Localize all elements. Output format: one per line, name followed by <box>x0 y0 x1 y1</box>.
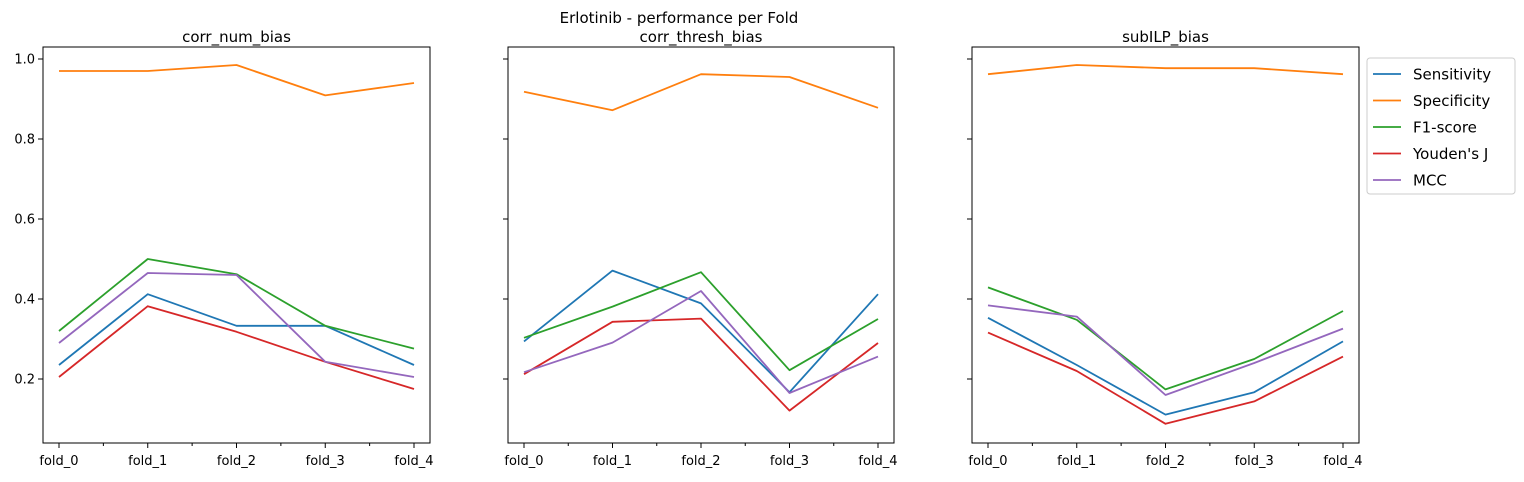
x-tick-label: fold_2 <box>217 454 256 469</box>
x-tick-label: fold_4 <box>394 454 433 469</box>
y-tick-label: 0.4 <box>14 293 35 308</box>
subplot-title: corr_num_bias <box>182 28 291 47</box>
legend-label: Sensitivity <box>1413 66 1491 84</box>
series-line-f1-score <box>987 286 1344 391</box>
series-line-specificity <box>59 64 415 97</box>
legend-entry-f1-score: F1-score <box>1373 119 1477 137</box>
series-line-youden-s-j <box>58 305 415 390</box>
legend-entry-sensitivity: Sensitivity <box>1373 66 1491 84</box>
series-line-sensitivity <box>523 269 879 394</box>
subplot-corr-thresh-bias: corr_thresh_bias fold_0 fold_1 fold_2 fold_3… <box>503 28 898 469</box>
y-tick-label: 0.2 <box>14 373 35 388</box>
x-tick-label: fold_1 <box>593 454 632 469</box>
series-line-sensitivity <box>987 317 1344 416</box>
series-line-mcc <box>987 304 1344 396</box>
legend-label: MCC <box>1413 172 1447 190</box>
series-line-sensitivity <box>58 293 415 366</box>
series-line-mcc <box>58 272 415 378</box>
subplot-corr-num-bias: corr_num_bias fold_0 fold_1 fold_2 fold_3 fol… <box>14 28 433 469</box>
legend-entry-youden-s-j: Youden's J <box>1373 145 1488 163</box>
x-tick-label: fold_4 <box>858 454 897 469</box>
axes-frame <box>507 46 895 444</box>
x-tick-label: fold_0 <box>968 454 1007 469</box>
x-tick-label: fold_3 <box>1235 454 1274 469</box>
legend-box <box>1366 57 1516 195</box>
legend-label: Youden's J <box>1412 145 1488 163</box>
axes-frame <box>971 46 1360 444</box>
axes-frame <box>42 46 431 444</box>
series-line-mcc <box>523 290 879 394</box>
legend-label: Specificity <box>1413 92 1490 110</box>
legend-label: F1-score <box>1413 119 1477 137</box>
y-tick-label: 0.8 <box>14 133 35 148</box>
y-tick-label: 0.6 <box>14 213 35 228</box>
series-line-specificity <box>523 73 879 112</box>
series-line-youden-s-j <box>987 331 1344 425</box>
x-tick-label: fold_1 <box>128 454 167 469</box>
x-tick-label: fold_1 <box>1057 454 1096 469</box>
subplot-title: corr_thresh_bias <box>640 28 763 47</box>
figure-suptitle: Erlotinib - performance per Fold <box>560 9 799 27</box>
legend: Sensitivity Specificity F1-score Youden's J… <box>1366 57 1516 195</box>
legend-entry-specificity: Specificity <box>1373 92 1490 110</box>
legend-entry-mcc: MCC <box>1373 172 1447 190</box>
x-tick-label: fold_3 <box>770 454 809 469</box>
x-tick-label: fold_0 <box>504 454 543 469</box>
series-line-f1-score <box>523 271 879 372</box>
subplot-panels: corr_num_bias fold_0 fold_1 fold_2 fold_3 fol… <box>14 28 1362 469</box>
series-line-youden-s-j <box>523 317 879 412</box>
x-tick-label: fold_2 <box>681 454 720 469</box>
y-tick-label: 1.0 <box>14 53 35 68</box>
x-tick-label: fold_4 <box>1323 454 1362 469</box>
series-line-specificity <box>987 64 1344 76</box>
subplot-subilp-bias: subILP_bias fold_0 fold_1 fold_2 fold_3 fold_… <box>967 28 1363 469</box>
x-tick-label: fold_3 <box>306 454 345 469</box>
subplot-title: subILP_bias <box>1122 28 1209 47</box>
x-tick-label: fold_2 <box>1146 454 1185 469</box>
x-tick-label: fold_0 <box>39 454 78 469</box>
